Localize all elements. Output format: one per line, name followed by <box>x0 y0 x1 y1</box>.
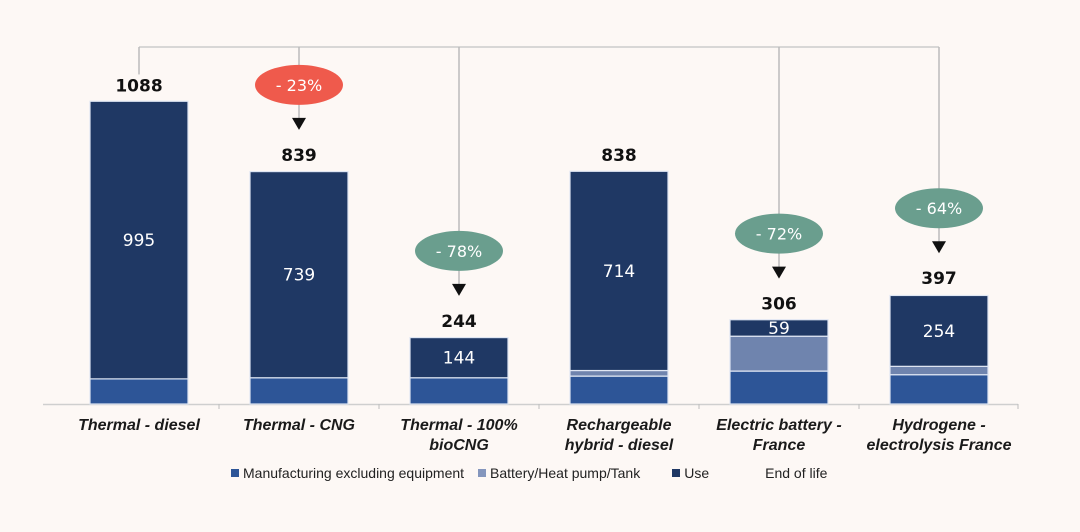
legend-item-end-of-life: End of life <box>753 465 827 481</box>
category-label: Thermal - CNG <box>243 417 355 434</box>
total-value-label: 838 <box>601 146 637 166</box>
segment-value-label: 59 <box>768 319 790 339</box>
category-label: France <box>753 437 806 454</box>
segment-value-label: 739 <box>283 266 315 286</box>
bar-segment-battery-heat-pump-tank <box>569 369 669 377</box>
legend-item-battery: Battery/Heat pump/Tank <box>478 465 640 481</box>
category-label: Electric battery - <box>716 417 841 434</box>
bar-segment-battery-heat-pump-tank <box>889 365 989 376</box>
total-value-label: 397 <box>921 269 957 289</box>
segment-value-label: 714 <box>603 262 635 282</box>
legend-swatch-manufacturing <box>231 469 239 477</box>
stacked-bar-chart: 995 1088 Thermal - diesel 739 839 Thermal - C… <box>43 46 1019 454</box>
legend: Manufacturing excluding equipment Batter… <box>231 465 841 481</box>
category-label: Hydrogene - <box>892 417 985 434</box>
total-value-label: 1088 <box>115 76 162 96</box>
reduction-badge <box>735 213 823 254</box>
category-label: electrolysis France <box>867 437 1012 454</box>
reduction-badge-text: - 23% <box>276 76 322 95</box>
reduction-badge-text: - 72% <box>756 225 802 244</box>
reduction-badge <box>895 188 983 229</box>
reduction-badge <box>255 64 343 105</box>
segment-value-label: 254 <box>923 322 955 342</box>
total-value-label: 839 <box>281 146 317 166</box>
legend-swatch-end-of-life <box>753 469 761 477</box>
bar-segment-use <box>89 100 189 380</box>
bar-segment-use <box>569 170 669 372</box>
legend-label-manufacturing: Manufacturing excluding equipment <box>243 465 465 481</box>
legend-label-end-of-life: End of life <box>765 465 828 481</box>
down-arrow-icon <box>452 283 466 296</box>
legend-item-use: Use <box>672 465 709 481</box>
bar-segment-use <box>729 319 829 337</box>
down-arrow-icon <box>932 241 946 254</box>
bar-segment-manufacturing-excluding-equipment <box>889 374 989 405</box>
segment-value-label: 995 <box>123 231 155 251</box>
bar-segment-use <box>249 170 349 379</box>
legend-label-use: Use <box>684 465 710 481</box>
bar-segment-manufacturing-excluding-equipment <box>409 377 509 405</box>
bar-segment-battery-heat-pump-tank <box>729 335 829 372</box>
bar-segment-manufacturing-excluding-equipment <box>729 370 829 405</box>
category-label: bioCNG <box>429 437 489 454</box>
category-label: Thermal - diesel <box>78 417 200 434</box>
category-label: hybrid - diesel <box>565 437 674 454</box>
reduction-badge-text: - 64% <box>916 199 962 218</box>
reduction-badge <box>415 230 503 271</box>
bar-segment-manufacturing-excluding-equipment <box>89 378 189 405</box>
bar-segment-use <box>409 336 509 379</box>
segment-value-label: 144 <box>443 349 475 369</box>
total-value-label: 244 <box>441 312 477 332</box>
bar-segment-use <box>889 294 989 367</box>
down-arrow-icon <box>772 266 786 279</box>
bar-segment-manufacturing-excluding-equipment <box>249 377 349 405</box>
legend-swatch-use <box>672 469 681 477</box>
legend-item-manufacturing: Manufacturing excluding equipment <box>231 465 464 481</box>
reduction-badge-text: - 78% <box>436 242 482 261</box>
legend-swatch-battery <box>478 469 487 477</box>
bar-segment-manufacturing-excluding-equipment <box>569 375 669 405</box>
category-label: Rechargeable <box>567 417 672 434</box>
legend-label-battery: Battery/Heat pump/Tank <box>490 465 641 481</box>
total-value-label: 306 <box>761 295 797 315</box>
category-label: Thermal - 100% <box>400 417 517 434</box>
down-arrow-icon <box>292 117 306 130</box>
